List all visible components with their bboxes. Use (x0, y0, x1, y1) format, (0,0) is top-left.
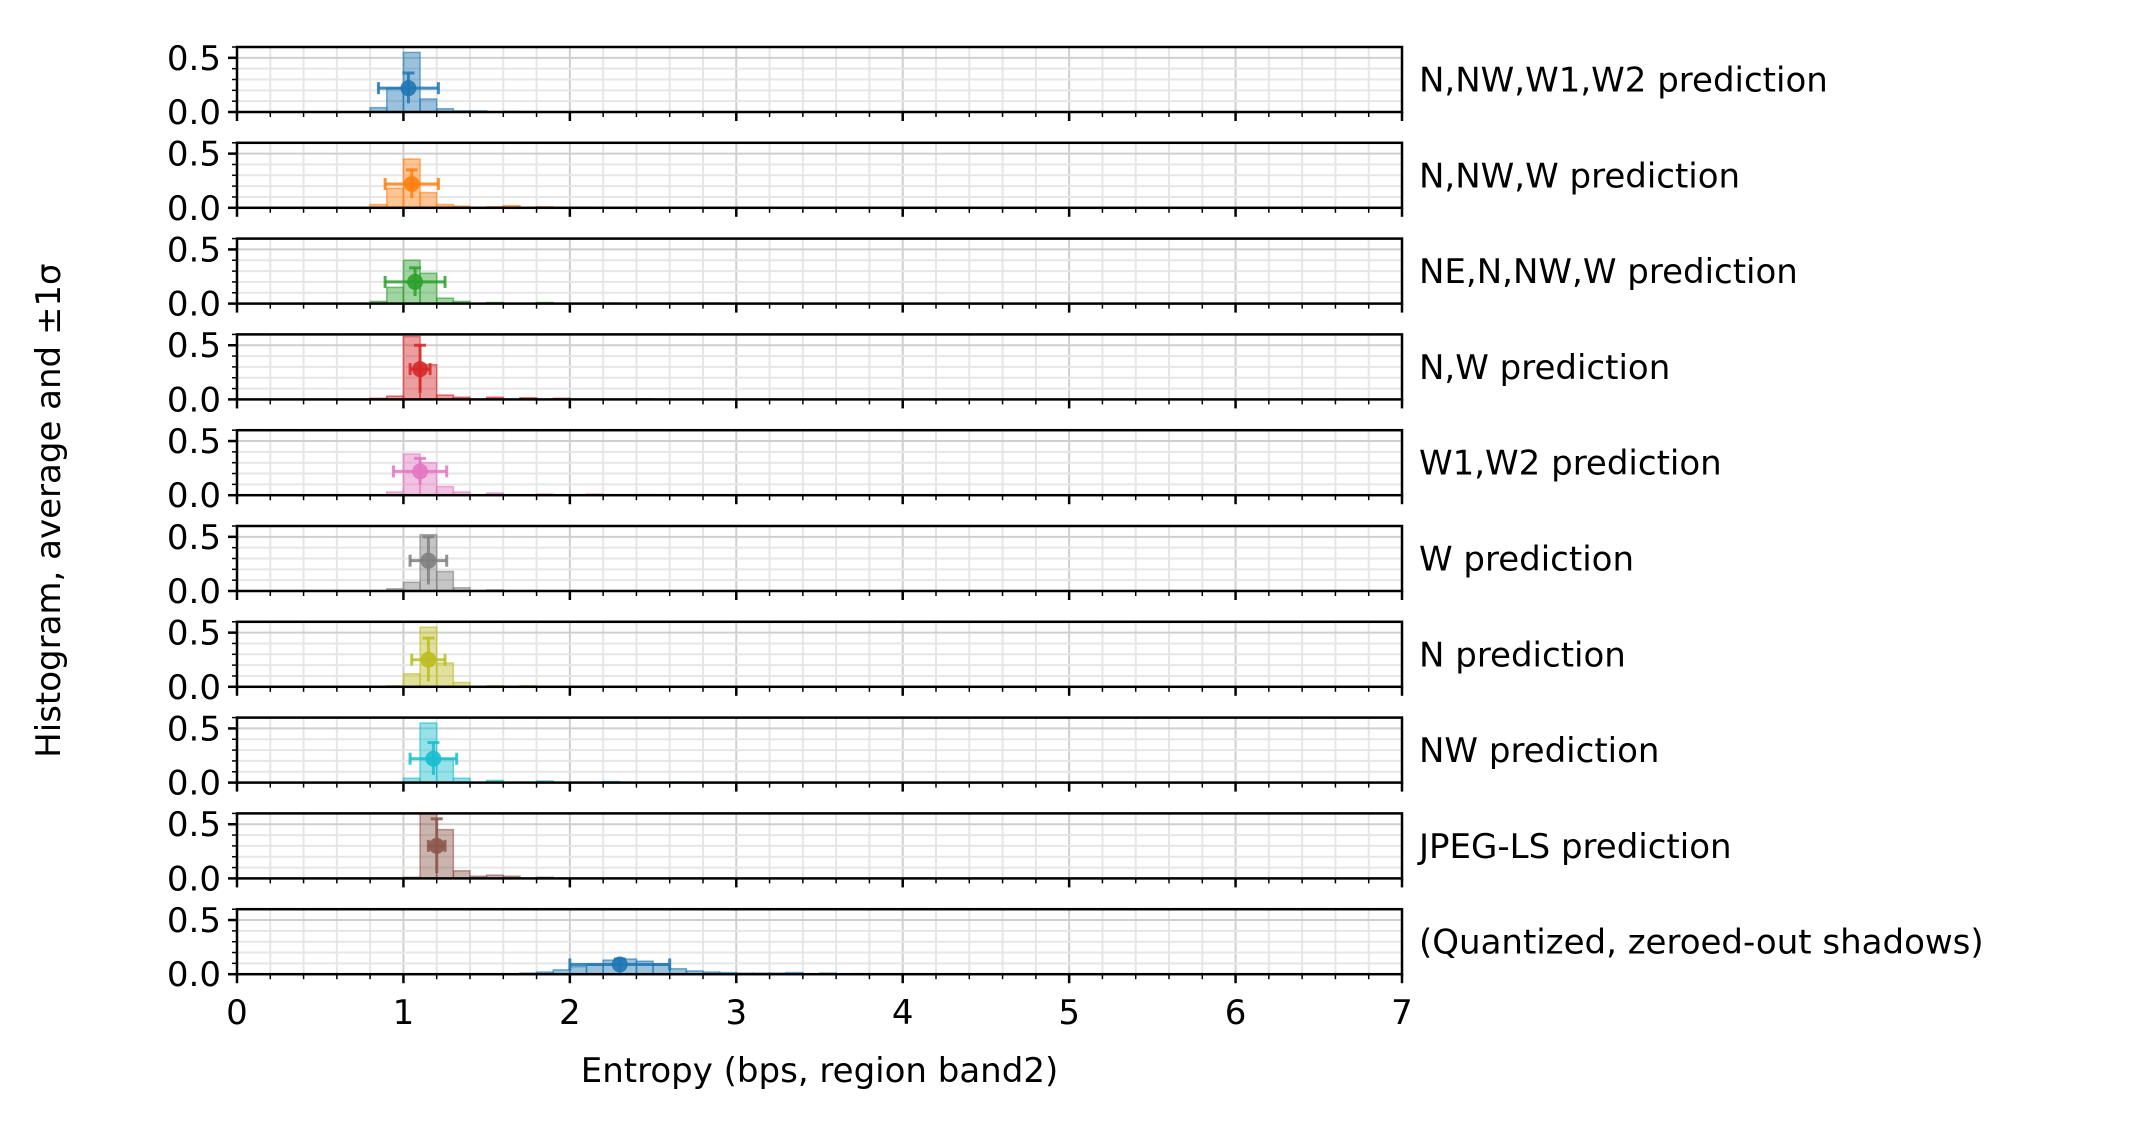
panel-label: N prediction (1419, 635, 1626, 675)
x-tick-label: 0 (226, 993, 248, 1033)
x-tick-label: 5 (1058, 993, 1080, 1033)
x-tick-label: 1 (393, 993, 415, 1033)
y-tick-label: 0.5 (167, 518, 221, 558)
mean-marker (425, 750, 442, 767)
y-tick-label: 0.0 (167, 380, 221, 420)
panel-7: 0.0 0.5 N prediction (167, 614, 1626, 708)
panel-label: W prediction (1419, 540, 1634, 580)
x-axis-label: Entropy (bps, region band2) (581, 1051, 1058, 1091)
histogram-bar (419, 191, 438, 209)
panel-8: 0.0 0.5 NW prediction (167, 709, 1660, 803)
histogram-bar (435, 570, 455, 592)
mean-marker (428, 837, 445, 854)
y-tick-label: 0.5 (167, 39, 221, 79)
histogram-bar (435, 828, 455, 880)
histogram-bar (402, 673, 421, 688)
mean-marker (407, 273, 424, 290)
mean-marker (412, 361, 429, 378)
y-tick-label: 0.0 (167, 189, 221, 229)
y-tick-label: 0.0 (167, 476, 221, 516)
mean-marker (420, 651, 437, 668)
y-tick-label: 0.0 (167, 668, 221, 708)
panel-1: 0.0 0.5 N,NW,W1,W2 prediction (167, 39, 1828, 133)
y-tick-label: 0.5 (167, 230, 221, 270)
panel-label: N,NW,W1,W2 prediction (1419, 61, 1828, 101)
panel-2: 0.0 0.5 N,NW,W prediction (167, 135, 1740, 229)
histogram-bar (386, 286, 405, 305)
panel-3: 0.0 0.5 NE,N,NW,W prediction (167, 230, 1798, 324)
y-tick-label: 0.0 (167, 764, 221, 804)
y-tick-label: 0.0 (167, 93, 221, 133)
y-tick-label: 0.0 (167, 859, 221, 899)
x-tick-label: 7 (1391, 993, 1413, 1033)
y-tick-label: 0.5 (167, 326, 221, 366)
y-tick-label: 0.0 (167, 285, 221, 325)
y-axis-label: Histogram, average and ±1σ (29, 263, 69, 757)
y-tick-label: 0.0 (167, 572, 221, 612)
panel-9: 0.0 0.5 JPEG-LS prediction (167, 805, 1732, 899)
panel-label: N,W prediction (1419, 348, 1670, 388)
panel-label: NW prediction (1419, 731, 1659, 771)
histogram-bar (435, 485, 455, 496)
mean-marker (412, 463, 429, 480)
panel-label: (Quantized, zeroed-out shadows) (1419, 923, 1984, 963)
panel-label: NE,N,NW,W prediction (1419, 252, 1798, 292)
histogram-bar (386, 187, 405, 209)
histogram-bar (402, 581, 421, 592)
mean-marker (400, 80, 417, 97)
mean-marker (611, 956, 628, 973)
y-tick-label: 0.5 (167, 901, 221, 941)
y-tick-label: 0.5 (167, 135, 221, 175)
x-tick-label: 3 (725, 993, 747, 1033)
x-tick-label: 2 (559, 993, 581, 1033)
mean-marker (403, 175, 420, 192)
x-tick-label: 6 (1225, 993, 1247, 1033)
panel-label: W1,W2 prediction (1419, 444, 1722, 484)
y-tick-label: 0.5 (167, 422, 221, 462)
panel-label: N,NW,W prediction (1419, 156, 1740, 196)
y-tick-label: 0.5 (167, 709, 221, 749)
y-tick-label: 0.5 (167, 805, 221, 845)
panel-6: 0.0 0.5 W prediction (167, 518, 1634, 612)
y-tick-label: 0.0 (167, 955, 221, 995)
histogram-bar (435, 662, 455, 688)
panel-5: 0.0 0.5 W1,W2 prediction (167, 422, 1722, 516)
y-tick-label: 0.5 (167, 614, 221, 654)
histogram-bar (386, 87, 405, 113)
panel-4: 0.0 0.5 N,W prediction (167, 326, 1670, 420)
histogram-bar (419, 272, 438, 305)
mean-marker (420, 552, 437, 569)
panel-10: 0.0 0.5 (Quantized, zeroed-out shadows) (167, 901, 1984, 995)
histogram-bar (419, 98, 438, 113)
x-tick-label: 4 (892, 993, 914, 1033)
panel-label: JPEG-LS prediction (1417, 827, 1732, 867)
